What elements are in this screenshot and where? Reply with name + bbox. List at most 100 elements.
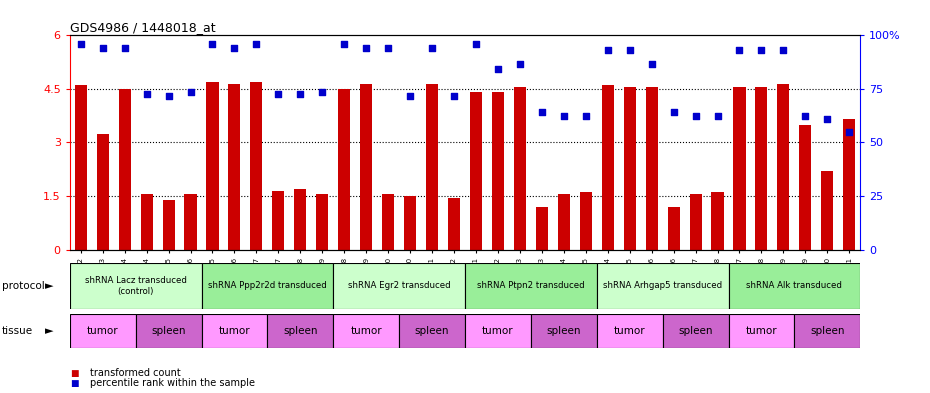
Text: tumor: tumor	[746, 326, 777, 336]
Bar	[465, 263, 597, 309]
Bar	[602, 85, 614, 250]
Bar	[74, 85, 86, 250]
Point	[600, 46, 615, 53]
Bar	[294, 189, 306, 250]
Point	[161, 93, 176, 99]
Bar	[382, 194, 394, 250]
Bar	[272, 191, 285, 250]
Point	[776, 46, 790, 53]
Bar	[662, 314, 728, 348]
Bar	[536, 207, 548, 250]
Bar	[426, 84, 438, 250]
Text: spleen: spleen	[152, 326, 186, 336]
Point	[140, 91, 154, 97]
Text: GDS4986 / 1448018_at: GDS4986 / 1448018_at	[70, 21, 216, 34]
Point	[732, 46, 747, 53]
Point	[271, 91, 286, 97]
Bar	[316, 194, 328, 250]
Point	[359, 45, 374, 51]
Text: spleen: spleen	[810, 326, 844, 336]
Bar	[514, 87, 526, 250]
Text: transformed count: transformed count	[90, 368, 181, 378]
Text: protocol: protocol	[2, 281, 45, 291]
Bar	[777, 84, 790, 250]
Text: shRNA Lacz transduced
(control): shRNA Lacz transduced (control)	[85, 276, 187, 296]
Point	[380, 45, 395, 51]
Point	[578, 112, 593, 119]
Bar	[184, 194, 196, 250]
Text: tissue: tissue	[2, 326, 33, 336]
Point	[711, 112, 725, 119]
Bar	[140, 194, 153, 250]
Point	[512, 61, 527, 67]
Bar	[206, 82, 219, 250]
Point	[535, 109, 550, 115]
Bar	[492, 92, 504, 250]
Point	[754, 46, 769, 53]
Bar	[399, 314, 465, 348]
Point	[73, 41, 88, 48]
Bar	[448, 198, 460, 250]
Bar	[755, 87, 767, 250]
Bar	[844, 119, 856, 250]
Bar	[267, 314, 333, 348]
Point	[183, 89, 198, 95]
Point	[227, 45, 242, 51]
Bar	[119, 89, 131, 250]
Point	[117, 45, 132, 51]
Text: spleen: spleen	[678, 326, 712, 336]
Text: ■: ■	[70, 379, 78, 387]
Text: shRNA Alk transduced: shRNA Alk transduced	[747, 281, 843, 290]
Bar	[163, 200, 175, 250]
Bar	[558, 194, 570, 250]
Text: ►: ►	[45, 281, 53, 291]
Bar	[470, 92, 482, 250]
Bar	[531, 314, 597, 348]
Text: tumor: tumor	[86, 326, 118, 336]
Bar	[579, 193, 591, 250]
Bar	[668, 207, 680, 250]
Bar	[711, 193, 724, 250]
Bar	[202, 314, 267, 348]
Bar	[70, 263, 202, 309]
Bar	[799, 125, 811, 250]
Text: tumor: tumor	[351, 326, 382, 336]
Point	[469, 41, 484, 48]
Bar	[202, 263, 333, 309]
Bar	[597, 314, 662, 348]
Text: tumor: tumor	[482, 326, 513, 336]
Text: shRNA Egr2 transduced: shRNA Egr2 transduced	[348, 281, 450, 290]
Bar	[333, 314, 399, 348]
Text: shRNA Ppp2r2d transduced: shRNA Ppp2r2d transduced	[208, 281, 326, 290]
Point	[95, 45, 110, 51]
Text: percentile rank within the sample: percentile rank within the sample	[90, 378, 255, 388]
Bar	[250, 82, 262, 250]
Bar	[404, 196, 416, 250]
Text: tumor: tumor	[219, 326, 250, 336]
Text: spleen: spleen	[415, 326, 449, 336]
Point	[425, 45, 440, 51]
Point	[490, 66, 505, 72]
Point	[315, 89, 330, 95]
Point	[666, 109, 681, 115]
Text: shRNA Ptpn2 transduced: shRNA Ptpn2 transduced	[477, 281, 585, 290]
Bar	[339, 89, 351, 250]
Point	[556, 112, 571, 119]
Bar	[333, 263, 465, 309]
Point	[820, 116, 835, 122]
Text: ■: ■	[70, 369, 78, 378]
Bar	[728, 263, 860, 309]
Text: ►: ►	[45, 326, 53, 336]
Bar	[465, 314, 531, 348]
Bar	[70, 314, 136, 348]
Bar	[645, 87, 658, 250]
Bar	[734, 87, 746, 250]
Point	[688, 112, 703, 119]
Point	[798, 112, 813, 119]
Bar	[136, 314, 202, 348]
Text: shRNA Arhgap5 transduced: shRNA Arhgap5 transduced	[603, 281, 723, 290]
Bar	[360, 84, 372, 250]
Bar	[229, 84, 241, 250]
Bar	[728, 314, 794, 348]
Bar	[597, 263, 728, 309]
